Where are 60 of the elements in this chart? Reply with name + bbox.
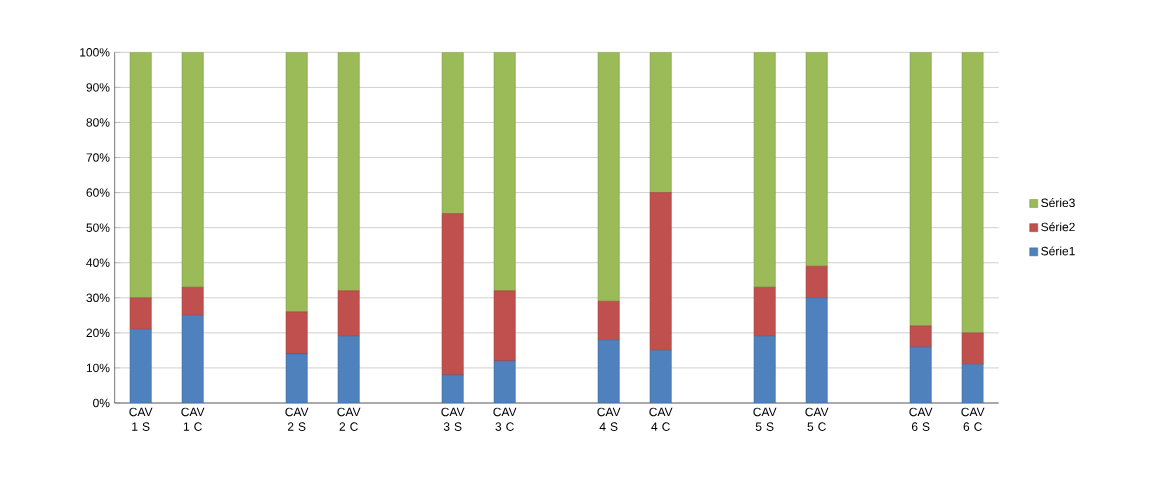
y-tick-label: 50% xyxy=(86,223,110,232)
y-tick-label: 70% xyxy=(86,153,110,162)
x-tick-label: CAV 4 S xyxy=(597,407,621,431)
bar xyxy=(285,311,308,355)
bar xyxy=(597,301,620,341)
y-tick-label: 80% xyxy=(86,118,110,127)
bar xyxy=(285,52,308,313)
x-tick-label: CAV 2 S xyxy=(285,407,309,431)
bar xyxy=(129,52,152,299)
bar xyxy=(753,52,776,288)
bar xyxy=(961,332,984,365)
bar xyxy=(909,325,932,348)
bar xyxy=(805,52,828,267)
bar xyxy=(493,290,516,362)
bar xyxy=(129,329,152,403)
bar xyxy=(441,52,464,214)
bar xyxy=(649,52,672,193)
legend-label: Série1 xyxy=(1041,246,1075,256)
x-tick-label: CAV 1 C xyxy=(181,407,205,431)
bar xyxy=(805,297,828,403)
x-tick-label: CAV 2 C xyxy=(337,407,361,431)
bar xyxy=(753,287,776,337)
bar xyxy=(597,339,620,403)
bar xyxy=(181,287,204,316)
bar xyxy=(337,290,360,337)
y-tick-label: 20% xyxy=(86,328,110,338)
bar xyxy=(909,346,932,403)
bar xyxy=(597,52,620,302)
y-tick-label: 60% xyxy=(86,188,110,197)
y-tick-label: 90% xyxy=(86,83,110,92)
bar xyxy=(181,52,204,288)
x-tick-label: CAV 5 C xyxy=(805,407,829,431)
bar xyxy=(961,52,984,334)
bar xyxy=(753,336,776,403)
legend-label: Série3 xyxy=(1041,198,1075,208)
bar xyxy=(441,213,464,376)
bar xyxy=(961,364,984,403)
x-tick-label: CAV 3 C xyxy=(493,407,517,431)
bar xyxy=(805,265,828,299)
y-tick-label: 0% xyxy=(93,398,110,408)
x-tick-label: CAV 6 C xyxy=(961,407,985,431)
y-tick-label: 40% xyxy=(86,258,110,267)
y-tick-label: 30% xyxy=(86,293,110,303)
bar xyxy=(493,52,516,292)
bar xyxy=(649,350,672,403)
x-tick-label: CAV 6 S xyxy=(909,407,933,431)
bar xyxy=(649,192,672,351)
x-tick-label: CAV 4 C xyxy=(649,407,673,431)
y-tick-label: 10% xyxy=(86,363,110,373)
x-tick-label: CAV 3 S xyxy=(441,407,465,431)
x-tick-label: CAV 5 S xyxy=(753,407,777,431)
bar xyxy=(909,52,932,327)
bar xyxy=(181,315,204,403)
y-tick-label: 100% xyxy=(80,48,110,57)
bar xyxy=(129,297,152,330)
bar xyxy=(285,353,308,403)
x-tick-label: CAV 1 S xyxy=(129,407,153,431)
bar xyxy=(337,52,360,292)
legend-label: Série2 xyxy=(1041,222,1075,232)
bar xyxy=(337,336,360,403)
